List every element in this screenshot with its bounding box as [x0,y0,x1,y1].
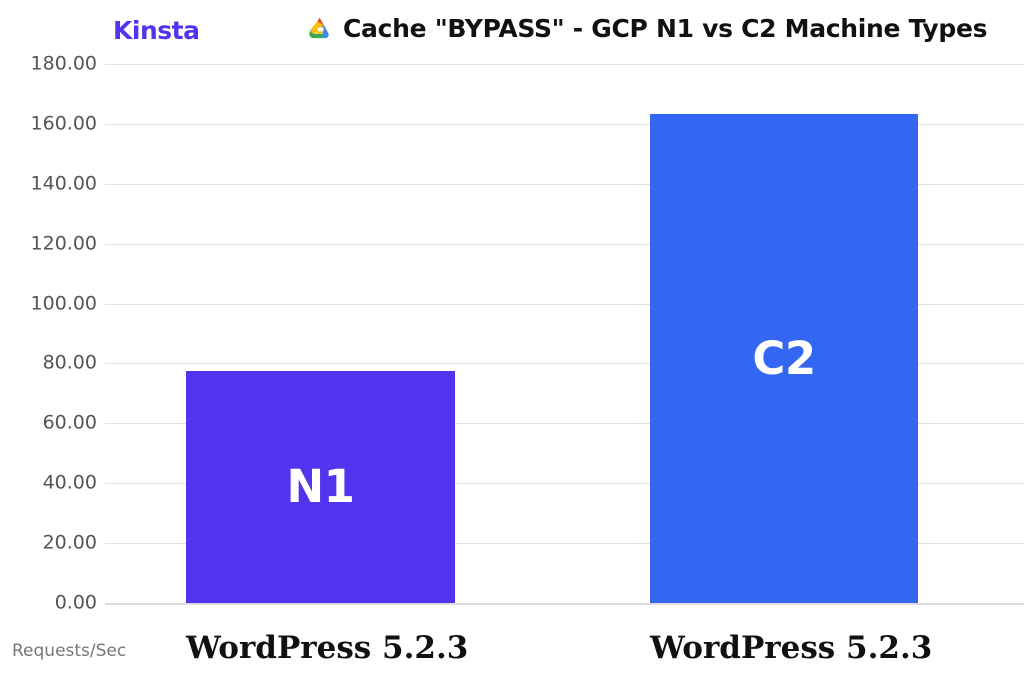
y-tick-label: 160.00 [30,112,97,135]
bar-label-c2: C2 [752,332,816,385]
gridline [105,543,1024,544]
gridline [105,363,1024,364]
y-tick-label: 0.00 [54,591,97,614]
y-axis-title: Requests/Sec [12,641,127,661]
title-group: Cache "BYPASS" - GCP N1 vs C2 Machine Ty… [305,14,988,43]
chart-header: Kinsta Cache "BYPASS" - GCP N1 vs C2 Mac… [0,0,1024,62]
y-tick-label: 180.00 [30,52,97,75]
chart-title: Cache "BYPASS" - GCP N1 vs C2 Machine Ty… [343,14,988,43]
google-cloud-icon [309,17,329,39]
gridline [105,64,1024,65]
kinsta-logo: Kinsta [113,16,200,45]
gridline [105,483,1024,484]
y-tick-label: 20.00 [42,531,97,554]
y-tick-label: 60.00 [42,411,97,434]
gridline [105,184,1024,185]
y-tick-label: 80.00 [42,351,97,374]
category-label-c2: WordPress 5.2.3 [650,630,933,666]
bars-layer: N1 C2 [105,64,1024,603]
gridline [105,423,1024,424]
bar-c2[interactable]: C2 [650,114,918,603]
chart-footer: Requests/Sec WordPress 5.2.3 WordPress 5… [0,603,1024,679]
y-tick-label: 140.00 [30,172,97,195]
plot-area: N1 C2 [105,64,1024,605]
bar-label-n1: N1 [286,460,355,514]
y-tick-label: 40.00 [42,471,97,494]
y-axis-tick-labels: 180.00 160.00 140.00 120.00 100.00 80.00… [0,54,97,612]
gridline [105,244,1024,245]
gridline [105,304,1024,305]
x-axis-baseline [105,603,1024,605]
category-label-n1: WordPress 5.2.3 [186,630,469,666]
bar-n1[interactable]: N1 [186,370,455,603]
gridline [105,124,1024,125]
y-tick-label: 120.00 [30,232,97,255]
y-tick-label: 100.00 [30,292,97,315]
